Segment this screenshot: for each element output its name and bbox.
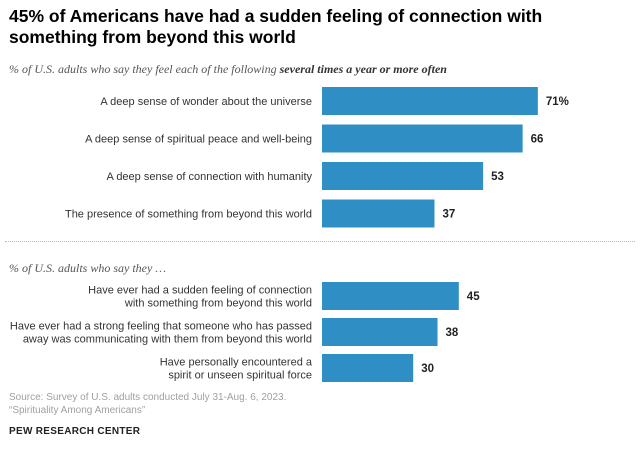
bar — [322, 199, 435, 228]
bar-value-label: 30 — [421, 363, 434, 375]
category-label: A deep sense of wonder about the univers… — [100, 96, 312, 108]
brand-logo-text: PEW RESEARCH CENTER — [9, 426, 141, 437]
source-line: Source: Survey of U.S. adults conducted … — [9, 392, 287, 403]
category-label: Have ever had a strong feeling that some… — [10, 321, 312, 346]
bar-value-label: 45 — [467, 291, 480, 303]
chart-subtitle-experiences: % of U.S. adults who say they … — [9, 261, 166, 275]
bar-value-label: 66 — [531, 134, 544, 146]
category-label: Have personally encountered a spirit or u… — [160, 357, 313, 382]
bar — [322, 282, 459, 310]
bar-value-label: 71% — [546, 96, 569, 108]
source-report-title: “Spirituality Among Americans” — [9, 404, 146, 416]
bar-value-label: 53 — [491, 171, 504, 183]
bar — [322, 354, 414, 382]
bar — [322, 162, 484, 190]
subtitle-emphasis: several times a year or more often — [279, 62, 447, 76]
category-label: Have ever had a sudden feeling of connec… — [88, 285, 312, 310]
bar — [322, 87, 538, 115]
section-divider — [5, 241, 635, 242]
chart-subtitle-feelings: % of U.S. adults who say they feel each … — [9, 62, 447, 77]
bar-value-label: 38 — [446, 327, 459, 339]
bar-value-label: 37 — [442, 209, 455, 221]
category-label: A deep sense of spiritual peace and well… — [85, 134, 312, 146]
bar — [322, 124, 523, 153]
chart-title: 45% of Americans have had a sudden feeli… — [9, 6, 543, 47]
category-label: A deep sense of connection with humanity — [107, 171, 313, 183]
category-label: The presence of something from beyond th… — [65, 209, 312, 221]
bar — [322, 318, 438, 346]
subtitle-prefix: % of U.S. adults who say they feel each … — [9, 62, 280, 76]
source-note: Source: Survey of U.S. adults conducted … — [9, 392, 286, 417]
